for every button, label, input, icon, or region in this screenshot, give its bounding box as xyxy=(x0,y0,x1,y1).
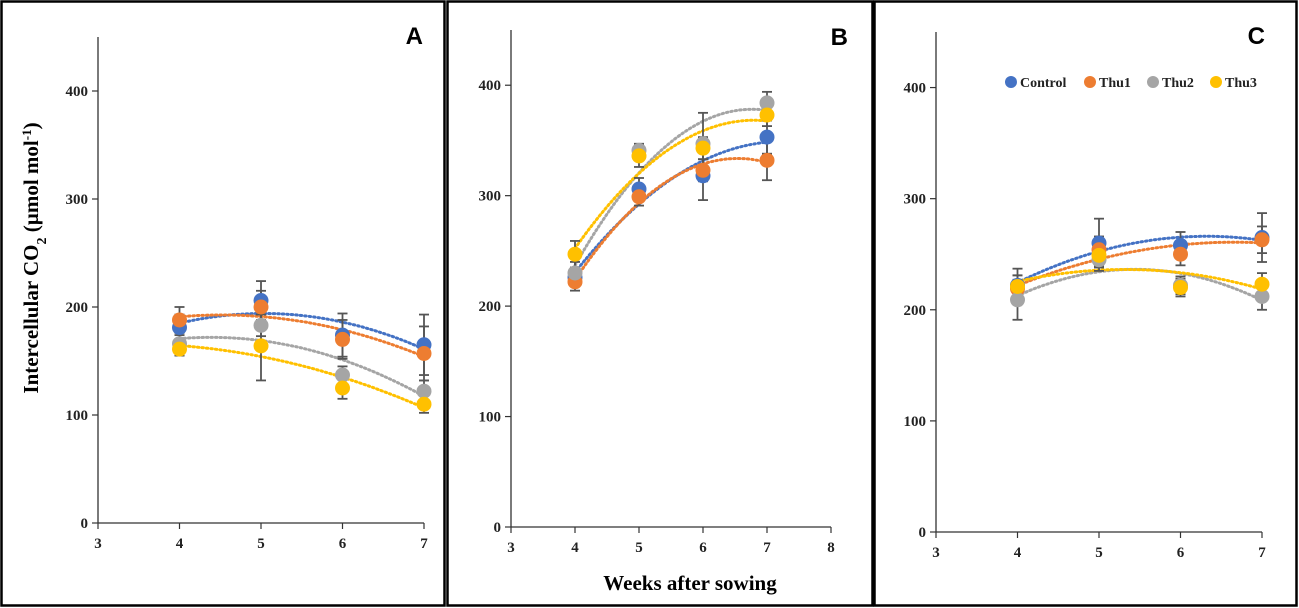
panel-a-x-tick-label: 3 xyxy=(94,536,102,552)
panel-b-plot: 0 100 200 300 400 3 4 5 6 7 8 B xyxy=(479,24,849,556)
panel-a-point-thu3 xyxy=(172,341,187,357)
panel-a-x-tick-label: 4 xyxy=(176,536,184,552)
panel-a-plot: 0 100 200 300 400 3 4 5 6 7 A xyxy=(66,23,432,552)
panel-b-point-control xyxy=(759,129,775,145)
panel-c-letter: C xyxy=(1248,23,1265,50)
legend-marker-thu3 xyxy=(1210,76,1222,88)
panel-b-x-tick-label: 5 xyxy=(635,540,643,556)
panel-c-y-tick-label: 300 xyxy=(904,192,927,208)
panel-a-y-tick-label: 100 xyxy=(66,408,89,424)
panel-c-point-thu3 xyxy=(1010,278,1025,294)
panel-c-x-tick-label: 3 xyxy=(932,545,940,561)
panel-c-trendline-thu3 xyxy=(1016,268,1264,291)
panel-c-point-thu2 xyxy=(1010,292,1025,308)
panel-b-point-thu3 xyxy=(759,107,775,123)
legend-item-control: Control xyxy=(1005,76,1067,91)
legend-marker-thu1 xyxy=(1084,76,1096,88)
panel-b-trendline-thu3 xyxy=(573,118,769,250)
panel-a-y-tick-label: 400 xyxy=(66,84,89,100)
panel-b-y-tick-label: 300 xyxy=(479,189,502,205)
panel-c-frame xyxy=(873,0,1298,607)
panel-a-point-thu3 xyxy=(253,338,269,354)
panel-c-y-tick-label: 0 xyxy=(919,525,927,541)
panel-b-y-tick-label: 100 xyxy=(479,410,502,426)
panel-a-trendline-thu2 xyxy=(178,335,426,398)
panel-c-y-tick-label: 100 xyxy=(904,414,927,430)
panel-b-x-tick-label: 6 xyxy=(699,540,707,556)
panel-a-point-thu3 xyxy=(416,396,432,412)
panel-a-point-thu1 xyxy=(335,331,350,347)
panel-b-point-thu2 xyxy=(567,265,583,281)
panel-b-trendline-thu1 xyxy=(573,156,769,282)
legend-item-thu2: Thu2 xyxy=(1147,76,1194,91)
panel-b-point-thu1 xyxy=(695,162,711,178)
panel-c-y-tick-label: 200 xyxy=(904,303,927,319)
panel-c-x-tick-label: 6 xyxy=(1177,545,1185,561)
legend-item-thu3: Thu3 xyxy=(1210,76,1257,91)
legend-label-control: Control xyxy=(1020,76,1067,91)
panel-c-point-thu1 xyxy=(1173,246,1188,262)
panel-b-y-tick-label: 0 xyxy=(494,520,502,536)
panel-a-x-tick-label: 6 xyxy=(339,536,347,552)
panel-b-point-thu3 xyxy=(695,140,711,156)
legend-item-thu1: Thu1 xyxy=(1084,76,1131,91)
panel-c-x-tick-label: 5 xyxy=(1095,545,1103,561)
panel-a-point-thu1 xyxy=(172,312,187,328)
panel-c-point-thu3 xyxy=(1091,247,1107,263)
panel-c-plot: 0 100 200 300 400 3 4 5 6 7 C xyxy=(904,23,1270,561)
panel-b-frame xyxy=(446,0,874,607)
panel-b-point-thu2 xyxy=(759,95,775,111)
panel-b-x-tick-label: 4 xyxy=(571,540,579,556)
panel-c-trendline-thu1 xyxy=(1016,240,1264,288)
panel-a-letter: A xyxy=(406,23,423,50)
panel-a-frame xyxy=(0,0,446,607)
panel-a-trendline-thu1 xyxy=(178,313,426,359)
panel-a-point-thu2 xyxy=(335,367,350,383)
legend-label-thu2: Thu2 xyxy=(1162,76,1194,91)
panel-b-y-tick-label: 200 xyxy=(479,299,502,315)
panel-b-x-tick-label: 8 xyxy=(827,540,835,556)
panel-a-y-tick-label: 0 xyxy=(81,516,89,532)
panel-c-trendline-control xyxy=(1016,234,1264,285)
panel-b-y-tick-label: 400 xyxy=(479,78,502,94)
panel-b-point-thu1 xyxy=(759,152,775,168)
panel-c-y-tick-label: 400 xyxy=(904,81,927,97)
panel-c-point-thu3 xyxy=(1173,280,1188,296)
panel-b-trendline-control xyxy=(573,140,769,274)
legend-marker-control xyxy=(1005,76,1017,88)
panel-c-point-thu3 xyxy=(1254,276,1270,292)
panel-a-point-thu1 xyxy=(416,345,432,361)
legend-label-thu3: Thu3 xyxy=(1225,76,1257,91)
panel-c-point-thu2 xyxy=(1254,288,1270,304)
panel-b-point-thu1 xyxy=(631,189,647,205)
legend-marker-thu2 xyxy=(1147,76,1159,88)
panel-a-point-thu3 xyxy=(335,380,350,396)
panel-c-x-tick-label: 4 xyxy=(1014,545,1022,561)
x-axis-title: Weeks after sowing xyxy=(603,571,777,595)
panel-b-point-thu3 xyxy=(567,246,583,262)
y-axis-title: Intercellular CO2 (µmol mol-1) xyxy=(19,122,50,393)
panel-b-x-tick-label: 3 xyxy=(507,540,515,556)
panel-a-x-tick-label: 5 xyxy=(257,536,265,552)
legend: Control Thu1 Thu2 Thu3 xyxy=(1005,76,1257,91)
panel-b-letter: B xyxy=(831,24,848,51)
panel-a-y-tick-label: 300 xyxy=(66,192,89,208)
panel-b-point-thu3 xyxy=(631,148,647,164)
panel-a-point-thu2 xyxy=(253,317,269,333)
panel-a-y-tick-label: 200 xyxy=(66,300,89,316)
panel-a-x-tick-label: 7 xyxy=(420,536,428,552)
legend-label-thu1: Thu1 xyxy=(1099,76,1131,91)
panel-a-point-thu1 xyxy=(253,299,269,315)
panel-b-x-tick-label: 7 xyxy=(763,540,771,556)
panel-c-point-thu1 xyxy=(1254,232,1270,248)
panel-a-trendline-thu3 xyxy=(178,344,426,410)
panel-a-point-thu2 xyxy=(416,383,432,399)
panel-c-x-tick-label: 7 xyxy=(1258,545,1266,561)
panel-b-trendline-thu2 xyxy=(573,107,769,267)
